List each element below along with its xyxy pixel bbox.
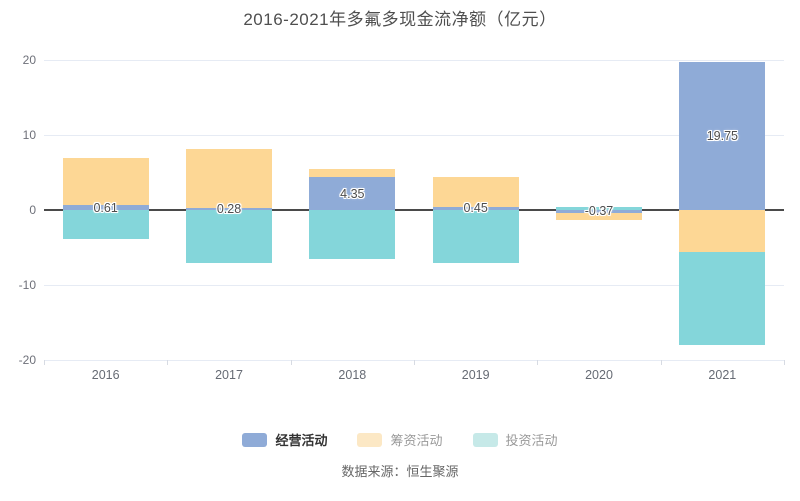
- x-axis-label-2019: 2019: [461, 368, 490, 382]
- bar-segment-financing-2020[interactable]: [556, 212, 642, 221]
- y-axis-tick-label: -10: [18, 278, 36, 292]
- bar-segment-operating-2020[interactable]: [556, 210, 642, 213]
- bar-value-label: 19.75: [706, 128, 738, 143]
- bar-segment-operating-2018[interactable]: [309, 177, 396, 210]
- bar-value-label: 4.35: [340, 186, 365, 201]
- legend-label: 经营活动: [275, 433, 328, 448]
- chart-title: 2016-2021年多氟多现金流净额（亿元）: [243, 10, 557, 29]
- bar-segment-investing-2020[interactable]: [556, 207, 642, 210]
- x-axis-label-2017: 2017: [215, 368, 243, 382]
- legend-item-经营活动[interactable]: 经营活动: [242, 430, 327, 449]
- y-axis-tick-label: 20: [22, 53, 36, 67]
- legend-swatch: [242, 432, 268, 447]
- bar-segment-operating-2016[interactable]: [62, 205, 149, 210]
- x-axis-label-2016: 2016: [91, 368, 120, 382]
- gridline: [44, 285, 784, 286]
- x-axis-tick: [290, 360, 292, 365]
- bar-segment-operating-2019[interactable]: [432, 206, 519, 210]
- legend-swatch: [472, 432, 498, 447]
- bar-value-label: 0.28: [216, 201, 242, 216]
- gridline: [44, 60, 784, 61]
- bar-value-label: 0.45: [463, 201, 488, 216]
- bar-segment-financing-2021[interactable]: [679, 210, 766, 252]
- bar-segment-financing-2017[interactable]: [186, 149, 272, 208]
- bar-segment-financing-2019[interactable]: [432, 177, 519, 207]
- bar-value-label: 0.61: [93, 200, 118, 215]
- gridline: [44, 135, 784, 136]
- bar-value-label: -0.37: [584, 204, 614, 219]
- x-axis-tick: [414, 360, 415, 365]
- bar-segment-investing-2018[interactable]: [309, 210, 396, 259]
- legend-item-筹资活动[interactable]: 筹资活动: [357, 430, 443, 449]
- x-axis-tick: [44, 360, 45, 365]
- legend: 经营活动 筹资活动 投资活动: [0, 430, 800, 449]
- bar-segment-investing-2016[interactable]: [62, 210, 149, 240]
- x-axis-tick: [784, 360, 785, 365]
- bar-segment-investing-2019[interactable]: [432, 210, 519, 263]
- bar-segment-operating-2017[interactable]: [186, 207, 272, 210]
- bar-segment-operating-2021[interactable]: [679, 61, 766, 210]
- bar-segment-financing-2018[interactable]: [309, 169, 396, 178]
- data-source: 数据来源：恒生聚源: [341, 464, 459, 479]
- bar-segment-financing-2016[interactable]: [62, 158, 149, 206]
- x-axis-tick: [167, 360, 169, 365]
- x-axis-label-2021: 2021: [708, 368, 737, 382]
- bar-segment-investing-2017[interactable]: [186, 210, 272, 264]
- x-axis-tick: [537, 360, 539, 365]
- legend-label: 筹资活动: [390, 433, 443, 448]
- x-axis-tick: [660, 360, 662, 365]
- legend-item-投资活动[interactable]: 投资活动: [472, 430, 558, 449]
- y-axis-tick-label: 10: [22, 128, 36, 142]
- y-axis-tick-label: 0: [29, 203, 36, 217]
- x-axis-label-2018: 2018: [338, 368, 367, 382]
- bar-segment-investing-2021[interactable]: [679, 252, 766, 345]
- y-axis-tick-label: -20: [18, 353, 36, 367]
- legend-label: 投资活动: [505, 433, 558, 448]
- zero-axis-line: [44, 209, 784, 211]
- x-axis-label-2020: 2020: [585, 368, 613, 382]
- legend-swatch: [357, 432, 383, 447]
